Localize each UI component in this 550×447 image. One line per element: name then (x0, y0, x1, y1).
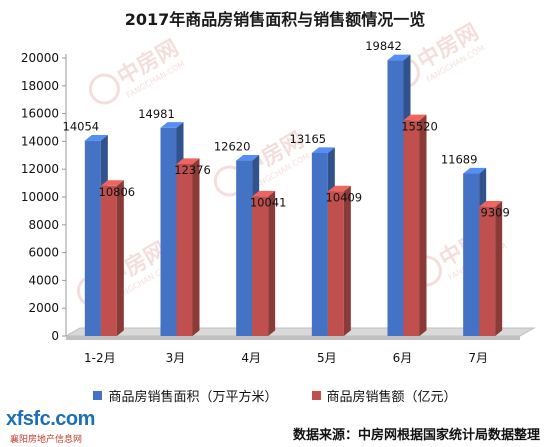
x-axis: 1-2月 3月 4月 5月 6月 7月 (84, 351, 488, 365)
source-note: 数据来源：中房网根据国家统计局数据整理 (292, 428, 540, 443)
data-label-sales: 15520 (401, 119, 438, 133)
legend: 商品房销售面积（万平方米） 商品房销售额（亿元） (0, 386, 550, 405)
bar-top (236, 154, 260, 161)
legend-label-area: 商品房销售面积（万平方米） (108, 390, 278, 405)
data-label-area: 19842 (365, 39, 402, 53)
data-label-sales: 9309 (481, 206, 510, 220)
bar-side (495, 201, 503, 336)
y-tick-label: 14000 (21, 134, 59, 148)
y-tick-label: 16000 (21, 107, 59, 121)
bar-sales (176, 158, 200, 336)
bar-sales (327, 185, 351, 336)
y-tick-label: 18000 (21, 79, 59, 93)
bar-front (236, 160, 253, 336)
data-label-sales: 10041 (250, 195, 287, 209)
data-label-sales: 12376 (174, 163, 211, 177)
x-tick-label: 4月 (241, 351, 261, 365)
bar-top (84, 135, 108, 141)
data-label-area: 14981 (138, 107, 175, 121)
bar-sales (479, 201, 503, 336)
x-tick-label: 7月 (468, 351, 488, 365)
data-label-area: 12620 (214, 140, 251, 154)
legend-item-area: 商品房销售面积（万平方米） (93, 386, 278, 405)
x-tick-label: 1-2月 (84, 351, 116, 365)
y-axis: 0 2000 4000 6000 8000 10000 12000 14000 16000 180… (21, 51, 67, 343)
y-tick-label: 20000 (21, 51, 59, 65)
y-tick-label: 4000 (28, 273, 59, 287)
logo-mark: xfsfc.com (6, 408, 95, 430)
data-label-sales: 10409 (326, 190, 363, 204)
bar-front (252, 196, 269, 336)
bar-sales (403, 114, 427, 336)
bar-front (327, 191, 344, 336)
bar-top (479, 201, 503, 207)
bar-top (463, 167, 487, 174)
chart-floor-edge (66, 336, 520, 340)
watermark-ring (88, 73, 120, 105)
legend-item-sales: 商品房销售额（亿元） (311, 386, 457, 405)
y-tick-label: 2000 (28, 301, 59, 315)
y-tick-label: 8000 (28, 218, 59, 232)
bar-sales (252, 190, 276, 336)
data-label-area: 14054 (63, 120, 100, 134)
bar-top (100, 180, 124, 186)
bar-side (419, 114, 427, 336)
bar-front (100, 185, 117, 336)
bar-top (387, 54, 411, 61)
x-tick-label: 6月 (393, 351, 413, 365)
bar-front (84, 140, 101, 336)
bar-top (252, 190, 276, 197)
bar-front (479, 206, 496, 336)
data-label-area: 11689 (441, 153, 478, 167)
bar-top (160, 122, 184, 128)
y-tick-label: 10000 (21, 190, 59, 204)
bar-front (160, 127, 177, 336)
bar-side (116, 180, 124, 336)
legend-swatch-sales (311, 391, 321, 400)
bar-front (463, 173, 480, 336)
bar-top (327, 185, 351, 192)
chart-title: 2017年商品房销售面积与销售额情况一览 (124, 10, 426, 29)
y-tick-label: 6000 (28, 246, 59, 260)
data-label-area: 13165 (290, 132, 327, 146)
bars (84, 54, 503, 337)
bar-front (311, 153, 328, 336)
site-logo: xfsfc.com 襄阳房地产信息网 (6, 406, 166, 445)
data-label-sales: 10806 (99, 185, 136, 199)
x-tick-label: 5月 (317, 351, 337, 365)
bar-top (176, 158, 200, 164)
bar-side (192, 158, 200, 336)
bar-sales (100, 180, 124, 336)
y-tick-label: 0 (51, 329, 59, 343)
bar-side (268, 190, 276, 336)
bar-top (311, 147, 335, 154)
bar-front (403, 120, 420, 336)
bar-top (403, 114, 427, 121)
watermark-layer: 中房网FANGCHAN.COM中房网FANGCHAN.COM中房网FANGCHA… (76, 19, 508, 307)
x-tick-label: 3月 (166, 351, 186, 365)
logo-subtitle: 襄阳房地产信息网 (10, 435, 83, 445)
bar-front (176, 163, 193, 336)
legend-label-sales: 商品房销售额（亿元） (326, 390, 457, 405)
bar-side (343, 185, 351, 336)
bar-front (387, 60, 404, 337)
legend-swatch-area (93, 391, 103, 400)
y-tick-label: 12000 (21, 162, 59, 176)
